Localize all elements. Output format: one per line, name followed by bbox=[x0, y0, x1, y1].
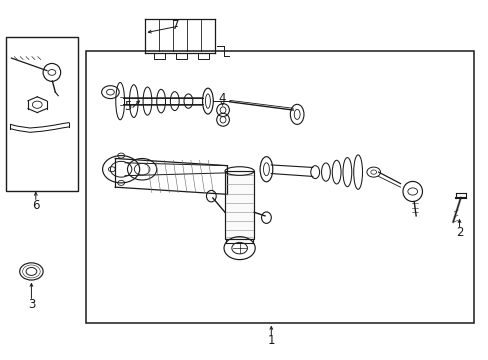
Text: 7: 7 bbox=[172, 19, 180, 32]
Text: 4: 4 bbox=[218, 92, 226, 105]
Bar bbox=[86, 51, 473, 323]
Bar bbox=[154, 53, 164, 59]
Text: 3: 3 bbox=[28, 298, 35, 311]
Bar bbox=[176, 53, 186, 59]
Bar bbox=[224, 171, 254, 239]
Text: 2: 2 bbox=[455, 226, 462, 239]
Text: 1: 1 bbox=[267, 334, 275, 347]
Bar bbox=[5, 37, 78, 191]
Text: 6: 6 bbox=[32, 199, 40, 212]
Text: 5: 5 bbox=[123, 100, 131, 113]
Bar bbox=[198, 53, 208, 59]
